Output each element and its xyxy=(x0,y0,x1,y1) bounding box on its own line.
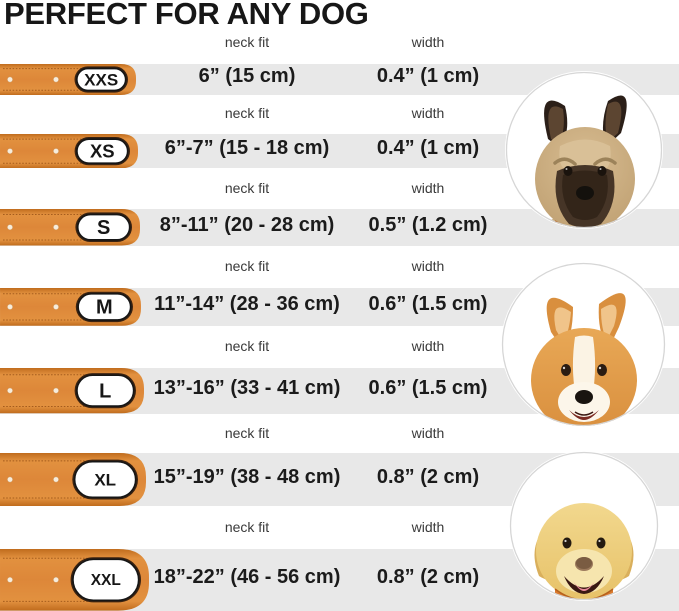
svg-text:M: M xyxy=(96,297,113,319)
svg-text:XXL: XXL xyxy=(91,572,121,589)
svg-text:S: S xyxy=(97,217,110,239)
svg-text:XXS: XXS xyxy=(84,70,118,89)
svg-text:XS: XS xyxy=(90,140,115,161)
svg-text:L: L xyxy=(99,381,111,403)
svg-text:XL: XL xyxy=(94,471,116,490)
